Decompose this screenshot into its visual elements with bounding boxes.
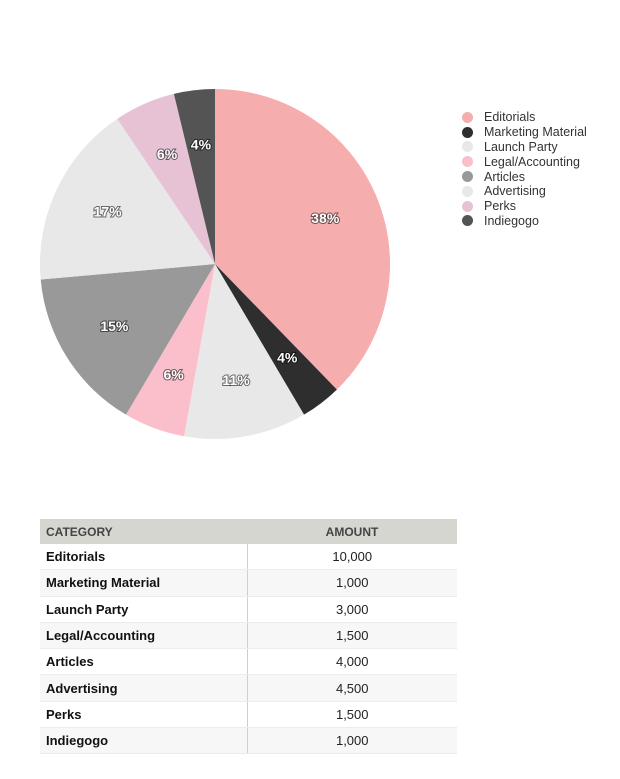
row-category: Marketing Material [40,569,248,597]
pie-slice-label: 38% [311,210,340,226]
pie-slice-label: 6% [163,366,184,382]
legend-item: Articles [462,169,587,184]
row-amount: 1,500 [247,622,457,650]
pie-slice-label: 11% [222,372,250,388]
pie-slice-label: 6% [157,146,178,162]
pie-slice-legal-accounting [126,264,215,437]
legend-swatch [462,185,473,197]
legend-swatch [462,141,473,153]
row-category: Editorials [40,544,248,571]
row-amount: 1,000 [247,727,457,755]
table-row: Launch Party 3,000 [40,596,457,623]
pie-slice-perks [117,93,215,264]
table-header-row: CATEGORY AMOUNT [40,519,457,544]
table-row: Articles 4,000 [40,648,457,676]
legend-swatch [462,171,473,183]
row-amount: 3,000 [247,596,457,623]
pie-slice-label: 4% [191,137,212,153]
legend-label: Launch Party [484,139,558,154]
pie-slices [40,89,390,439]
row-category: Launch Party [40,596,248,623]
legend-item: Legal/Accounting [462,154,587,169]
pie-slice-launch-party [184,264,304,439]
row-amount: 10,000 [247,544,457,571]
legend-label: Advertising [484,184,546,199]
table-row: Legal/Accounting 1,500 [40,622,457,650]
table-row: Advertising 4,500 [40,674,457,702]
row-category: Articles [40,648,248,676]
legend-item: Advertising [462,184,587,199]
legend-swatch [462,200,473,212]
header-amount: AMOUNT [247,519,457,544]
chart-legend: Editorials Marketing Material Launch Party… [462,110,587,228]
legend-label: Marketing Material [484,125,587,140]
legend-item: Indiegogo [462,214,587,229]
legend-label: Perks [484,199,516,214]
legend-label: Legal/Accounting [484,154,580,169]
pie-labels: 38% 4% 11% 6% 15% 17% 6% 4% [93,136,341,389]
pie-slice-articles [40,264,215,415]
legend-item: Editorials [462,110,587,125]
legend-label: Articles [484,169,525,184]
table-row: Marketing Material 1,000 [40,569,457,597]
legend-swatch [462,111,473,123]
legend-swatch [462,215,473,227]
row-amount: 1,500 [247,701,457,729]
pie-slice-editorials [215,89,390,390]
row-amount: 1,000 [247,569,457,597]
pie-slice-indiegogo [173,89,215,264]
legend-item: Launch Party [462,140,587,155]
row-category: Legal/Accounting [40,622,248,650]
header-category: CATEGORY [40,519,247,544]
pie-slice-marketing-material [215,264,337,415]
legend-item: Perks [462,199,587,214]
legend-label: Indiegogo [484,213,539,228]
legend-label: Editorials [484,110,536,125]
table-row: Editorials 10,000 [40,544,457,571]
row-amount: 4,000 [247,648,457,676]
pie-slice-label: 4% [277,349,298,365]
legend-swatch [462,126,473,138]
row-amount: 4,500 [247,674,457,702]
row-category: Indiegogo [40,727,248,755]
legend-item: Marketing Material [462,125,587,140]
table-row: Indiegogo 1,000 [40,727,457,755]
pie-slice-advertising [40,118,215,280]
pie-chart: 38% 4% 11% 6% 15% 17% 6% 4% [40,89,390,439]
table-row: Perks 1,500 [40,701,457,729]
budget-table: CATEGORY AMOUNT Editorials 10,000 Market… [40,519,457,755]
row-category: Perks [40,701,248,729]
pie-slice-label: 17% [94,204,123,220]
legend-swatch [462,156,473,168]
pie-slice-label: 15% [100,318,129,334]
row-category: Advertising [40,674,248,702]
